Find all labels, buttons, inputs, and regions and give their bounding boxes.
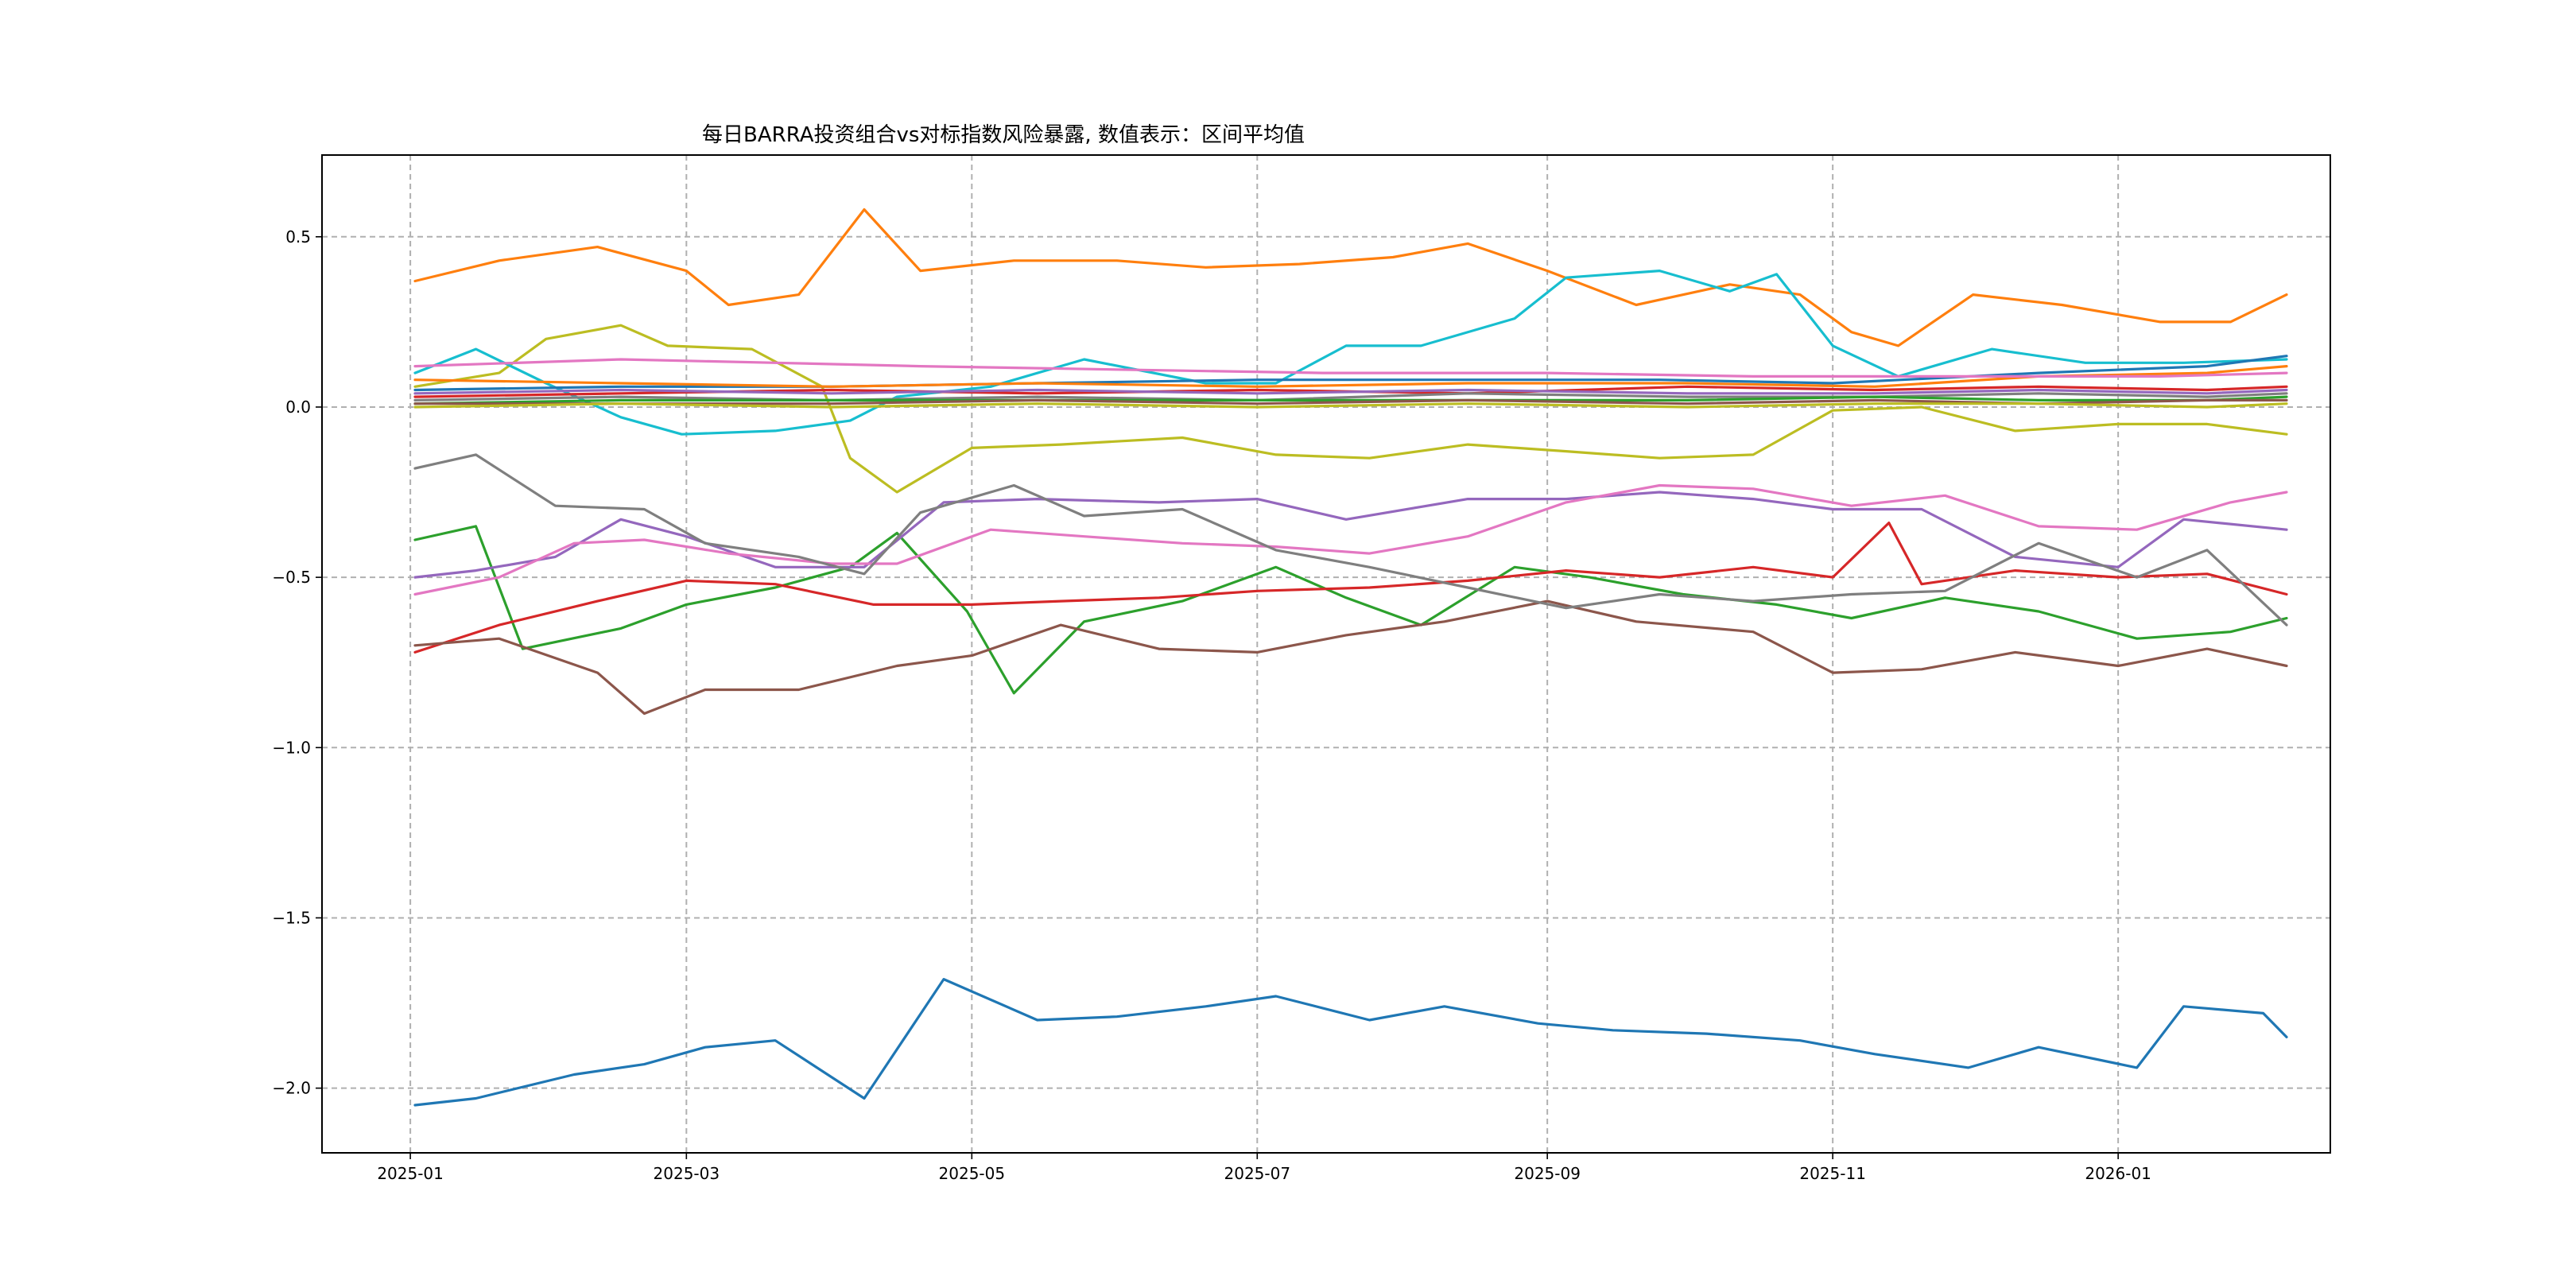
- y-tick-label: −0.5: [272, 568, 311, 587]
- series-line-s18: [413, 402, 2288, 409]
- series-line-s1: [413, 977, 2288, 1107]
- series-line-s3: [413, 525, 2288, 695]
- series-line-s19: [413, 388, 2288, 395]
- axes: 2025-01 2025-03 2025-05 2025-07 2025-09 2025-…: [272, 227, 2151, 1183]
- series-line-s6: [413, 599, 2288, 716]
- series-line-s17: [413, 398, 2288, 405]
- x-tick-label: 2025-07: [1224, 1164, 1291, 1183]
- series-line-s4: [413, 521, 2288, 654]
- y-tick-label: −1.0: [272, 738, 311, 757]
- series-line-s8: [413, 453, 2288, 627]
- x-tick-label: 2025-03: [654, 1164, 720, 1183]
- y-tick-label: −1.5: [272, 908, 311, 927]
- x-tick-label: 2026-01: [2085, 1164, 2151, 1183]
- x-tick-label: 2025-09: [1514, 1164, 1581, 1183]
- y-tick-label: 0.5: [285, 227, 311, 246]
- series-line-s9: [413, 324, 2288, 494]
- y-tick-label: 0.0: [285, 398, 311, 417]
- x-tick-label: 2025-05: [939, 1164, 1006, 1183]
- series-line-s13: [413, 358, 2288, 378]
- series-lines: [413, 208, 2288, 1107]
- x-tick-label: 2025-01: [377, 1164, 444, 1183]
- series-line-s2: [413, 208, 2288, 347]
- plot-frame: [321, 154, 2331, 1154]
- x-tick-label: 2025-11: [1799, 1164, 1866, 1183]
- y-tick-label: −2.0: [272, 1079, 311, 1098]
- chart-title: 每日BARRA投资组合vs对标指数风险暴露, 数值表示：区间平均值: [702, 123, 1305, 147]
- series-line-s7: [413, 483, 2288, 596]
- series-line-s5: [413, 491, 2288, 579]
